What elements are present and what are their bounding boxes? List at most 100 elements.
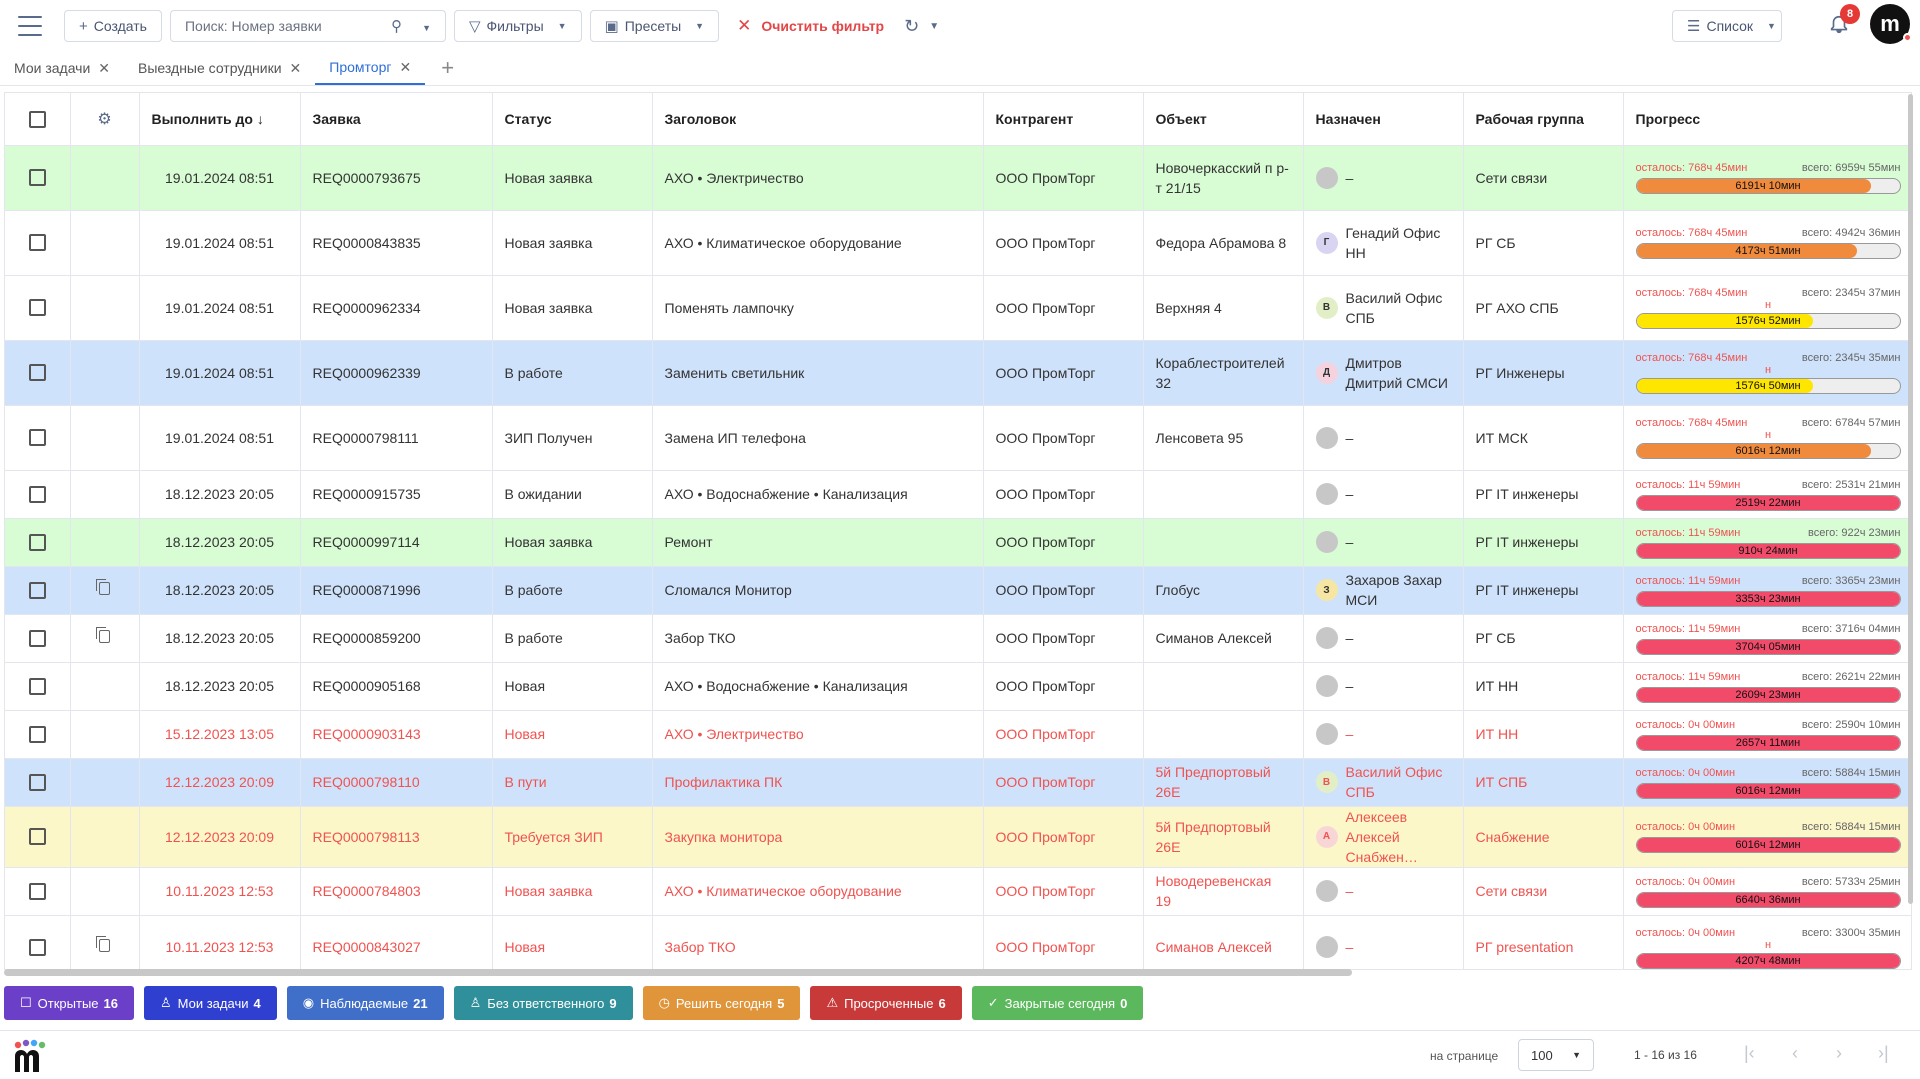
user-avatar[interactable]: m [1870,4,1912,44]
request-id-cell[interactable]: REQ0000871996 [300,566,493,615]
quick-filter-button[interactable]: ☐ Открытые 16 [4,986,134,1020]
row-checkbox[interactable] [28,882,46,900]
row-checkbox[interactable] [28,677,46,695]
table-row[interactable]: 10.11.2023 12:53 REQ0000843027 Новая Забор … [5,915,1911,969]
row-checkbox-cell[interactable] [5,340,71,406]
close-icon[interactable]: ✕ [98,59,111,76]
column-assignee[interactable]: Назначен [1303,93,1464,146]
row-checkbox-cell[interactable] [5,867,71,916]
table-row[interactable]: 15.12.2023 13:05 REQ0000903143 Новая АХО • … [5,710,1911,759]
table-row[interactable]: 18.12.2023 20:05 REQ0000915735 В ожидании А… [5,470,1911,519]
tab-promtorg[interactable]: Промторг ✕ [315,51,426,85]
close-icon[interactable]: ✕ [399,58,412,75]
row-checkbox[interactable] [28,581,46,599]
row-checkbox[interactable] [28,533,46,551]
request-id-cell[interactable]: REQ0000915735 [300,470,493,519]
menu-icon[interactable] [18,16,42,36]
column-client[interactable]: Контрагент [983,93,1144,146]
row-checkbox[interactable] [28,234,46,252]
request-id-cell[interactable]: REQ0000859200 [300,614,493,663]
quick-filter-button[interactable]: ◉ Наблюдаемые 21 [286,986,444,1020]
row-checkbox-cell[interactable] [5,806,71,868]
request-id-cell[interactable]: REQ0000905168 [300,662,493,711]
column-request[interactable]: Заявка [300,93,493,146]
row-checkbox-cell[interactable] [5,566,71,615]
quick-filter-button[interactable]: ♙ Мои задачи 4 [143,986,277,1020]
prev-page-icon[interactable]: ‹ [1792,1043,1798,1063]
refresh-icon[interactable]: ↻ [904,15,920,36]
vertical-scrollbar[interactable] [1908,94,1913,904]
row-checkbox-cell[interactable] [5,405,71,471]
request-id-cell[interactable]: REQ0000903143 [300,710,493,759]
row-checkbox-cell[interactable] [5,710,71,759]
table-row[interactable]: 10.11.2023 12:53 REQ0000784803 Новая заявк… [5,867,1911,916]
copy-icon[interactable] [96,627,110,643]
column-object[interactable]: Объект [1143,93,1304,146]
column-settings[interactable]: ⚙ [70,93,140,146]
next-page-icon[interactable]: › [1836,1043,1842,1063]
row-checkbox[interactable] [28,725,46,743]
row-checkbox[interactable] [28,485,46,503]
copy-icon[interactable] [96,579,110,595]
tab-my-tasks[interactable]: Мои задачи ✕ [0,51,124,85]
gear-icon[interactable]: ⚙ [97,110,112,128]
request-id-cell[interactable]: REQ0000793675 [300,145,493,211]
tab-field-staff[interactable]: Выездные сотрудники ✕ [124,51,315,85]
row-checkbox-cell[interactable] [5,915,71,969]
table-row[interactable]: 18.12.2023 20:05 REQ0000859200 В работе Заб… [5,614,1911,663]
row-checkbox-cell[interactable] [5,470,71,519]
row-checkbox[interactable] [28,169,46,187]
quick-filter-button[interactable]: ✓ Закрытые сегодня 0 [971,986,1144,1020]
close-icon[interactable]: ✕ [289,59,302,76]
per-page-select[interactable]: 100 ▼ [1518,1039,1594,1071]
filters-button[interactable]: ▽ Фильтры ▼ [453,10,582,42]
request-id-cell[interactable]: REQ0000843835 [300,210,493,276]
request-id-cell[interactable]: REQ0000784803 [300,867,493,916]
row-checkbox[interactable] [28,364,46,382]
add-tab-icon[interactable]: + [441,55,455,80]
row-checkbox[interactable] [28,629,46,647]
view-mode-button[interactable]: ☰ Список ▼ [1672,10,1782,42]
column-status[interactable]: Статус [492,93,653,146]
copy-icon[interactable] [96,936,110,952]
table-row[interactable]: 19.01.2024 08:51 REQ0000798111 ЗИП Получен… [5,405,1911,471]
search-input[interactable]: Поиск: Номер заявки ⚲ ▼ [169,10,446,42]
row-checkbox[interactable] [28,299,46,317]
request-id-cell[interactable]: REQ0000798111 [300,405,493,471]
table-row[interactable]: 19.01.2024 08:51 REQ0000793675 Новая заявк… [5,145,1911,211]
row-checkbox-cell[interactable] [5,275,71,341]
create-button[interactable]: + Создать [64,10,162,42]
row-checkbox-cell[interactable] [5,210,71,276]
row-checkbox[interactable] [28,938,46,956]
quick-filter-button[interactable]: ◷ Решить сегодня 5 [642,986,801,1020]
row-checkbox[interactable] [28,773,46,791]
request-id-cell[interactable]: REQ0000962339 [300,340,493,406]
chevron-down-icon[interactable]: ▼ [929,20,940,32]
column-title[interactable]: Заголовок [652,93,984,146]
last-page-icon[interactable]: ›| [1878,1043,1889,1063]
table-row[interactable]: 18.12.2023 20:05 REQ0000997114 Новая заявк… [5,518,1911,567]
request-id-cell[interactable]: REQ0000843027 [300,915,493,969]
checkbox-icon[interactable] [28,110,46,128]
column-workgroup[interactable]: Рабочая группа [1463,93,1624,146]
request-id-cell[interactable]: REQ0000997114 [300,518,493,567]
presets-button[interactable]: ▣ Пресеты ▼ [589,10,720,42]
table-row[interactable]: 19.01.2024 08:51 REQ0000962334 Новая заявк… [5,275,1911,341]
row-checkbox-cell[interactable] [5,662,71,711]
select-all-checkbox[interactable] [5,93,71,146]
row-checkbox-cell[interactable] [5,614,71,663]
row-checkbox-cell[interactable] [5,758,71,807]
quick-filter-button[interactable]: ♙ Без ответственного 9 [453,986,633,1020]
row-checkbox-cell[interactable] [5,518,71,567]
horizontal-scrollbar[interactable] [4,969,1352,976]
request-id-cell[interactable]: REQ0000798110 [300,758,493,807]
row-checkbox[interactable] [28,429,46,447]
row-checkbox[interactable] [28,828,46,846]
request-id-cell[interactable]: REQ0000798113 [300,806,493,868]
table-row[interactable]: 12.12.2023 20:09 REQ0000798110 В пути Профи… [5,758,1911,807]
table-row[interactable]: 12.12.2023 20:09 REQ0000798113 Требуется З… [5,806,1911,868]
first-page-icon[interactable]: |‹ [1744,1043,1755,1063]
table-row[interactable]: 18.12.2023 20:05 REQ0000871996 В работе Сло… [5,566,1911,615]
quick-filter-button[interactable]: ⚠ Просроченные 6 [810,986,962,1020]
table-row[interactable]: 19.01.2024 08:51 REQ0000962339 В работе Зам… [5,340,1911,406]
